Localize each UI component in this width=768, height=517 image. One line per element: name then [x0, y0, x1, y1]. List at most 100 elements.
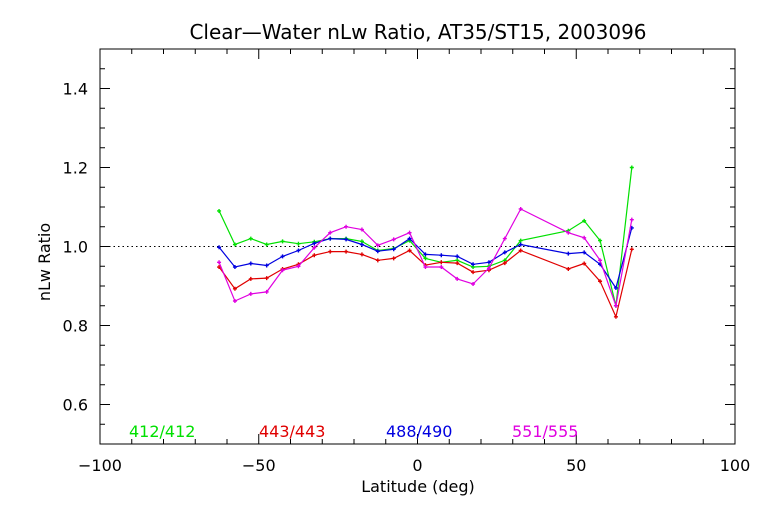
data-point	[217, 208, 222, 213]
x-axis-title: Latitude (deg)	[361, 477, 475, 496]
data-point	[629, 247, 634, 252]
data-point	[296, 264, 301, 269]
data-point	[217, 245, 222, 250]
data-point	[359, 252, 364, 257]
series-layer	[217, 165, 634, 319]
data-point	[518, 206, 523, 211]
data-point	[502, 261, 507, 266]
data-point	[280, 239, 285, 244]
data-point	[423, 252, 428, 257]
data-point	[502, 236, 507, 241]
legend: 412/412 443/443 488/490 551/555	[129, 422, 578, 441]
data-point	[312, 245, 317, 250]
data-point	[471, 270, 476, 275]
data-point	[582, 235, 587, 240]
data-point	[471, 282, 476, 287]
data-point	[518, 248, 523, 253]
data-point	[582, 261, 587, 266]
data-point	[455, 261, 460, 266]
data-point	[423, 265, 428, 270]
data-point	[328, 230, 333, 235]
data-point	[407, 236, 412, 241]
data-point	[232, 265, 237, 270]
data-point	[232, 242, 237, 247]
data-point	[391, 247, 396, 252]
y-tick-label: 1.0	[63, 238, 88, 257]
data-point	[217, 260, 222, 265]
data-point	[455, 276, 460, 281]
data-point	[264, 263, 269, 268]
data-point	[598, 258, 603, 263]
data-point	[391, 256, 396, 261]
data-point	[232, 286, 237, 291]
data-point	[439, 260, 444, 265]
data-point	[566, 251, 571, 256]
x-tick-label: 0	[412, 456, 422, 475]
data-point	[518, 242, 523, 247]
legend-entry-2: 443/443	[259, 422, 325, 441]
legend-entry-1: 412/412	[129, 422, 195, 441]
data-point	[328, 249, 333, 254]
data-point	[375, 258, 380, 263]
data-point	[582, 218, 587, 223]
data-point	[312, 253, 317, 258]
data-point	[566, 267, 571, 272]
data-point	[598, 279, 603, 284]
data-point	[248, 276, 253, 281]
data-point	[264, 276, 269, 281]
data-point	[344, 224, 349, 229]
data-point	[248, 261, 253, 266]
data-point	[359, 227, 364, 232]
data-point	[518, 238, 523, 243]
chart-title: Clear—Water nLw Ratio, AT35/ST15, 200309…	[189, 20, 646, 44]
data-point	[296, 241, 301, 246]
data-point	[264, 289, 269, 294]
x-tick-label: 50	[566, 456, 586, 475]
data-point	[613, 314, 618, 319]
data-point	[455, 254, 460, 259]
x-tick-label: −100	[78, 456, 122, 475]
tick-layer: −100 −50 0 50 100 0.6 0.8 1.0 1.2 1.4	[63, 48, 751, 475]
y-tick-label: 1.2	[63, 159, 88, 178]
data-point	[629, 165, 634, 170]
y-tick-label: 0.8	[63, 317, 88, 336]
data-point	[280, 254, 285, 259]
data-point	[439, 265, 444, 270]
data-point	[359, 242, 364, 247]
data-point	[375, 243, 380, 248]
data-point	[566, 230, 571, 235]
data-point	[598, 238, 603, 243]
data-point	[486, 260, 491, 265]
y-tick-label: 0.6	[63, 396, 88, 415]
data-point	[328, 236, 333, 241]
series-4	[217, 206, 634, 309]
data-point	[280, 268, 285, 273]
data-point	[296, 248, 301, 253]
data-point	[344, 237, 349, 242]
data-point	[439, 253, 444, 258]
data-point	[232, 299, 237, 304]
y-tick-label: 1.4	[63, 80, 88, 99]
data-point	[407, 230, 412, 235]
x-tick-label: 100	[720, 456, 751, 475]
data-point	[471, 262, 476, 267]
data-point	[582, 250, 587, 255]
data-point	[407, 248, 412, 253]
data-point	[613, 285, 618, 290]
data-point	[264, 242, 269, 247]
data-point	[312, 241, 317, 246]
legend-entry-3: 488/490	[386, 422, 452, 441]
y-axis-title: nLw Ratio	[35, 223, 54, 301]
data-point	[248, 291, 253, 296]
data-point	[375, 249, 380, 254]
series-3	[217, 225, 634, 290]
data-point	[344, 249, 349, 254]
legend-entry-4: 551/555	[512, 422, 578, 441]
data-point	[502, 250, 507, 255]
data-point	[486, 266, 491, 271]
data-point	[391, 237, 396, 242]
data-point	[423, 256, 428, 261]
